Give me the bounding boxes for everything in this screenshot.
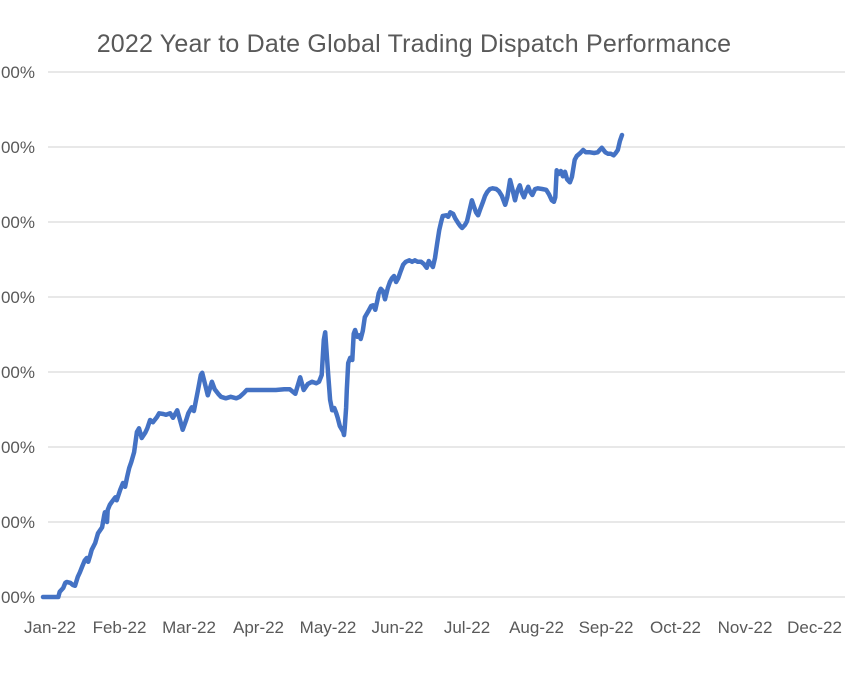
x-axis-tick-label: Dec-22 bbox=[787, 618, 842, 637]
series-group bbox=[40, 132, 625, 600]
y-axis-labels-group: 00% 00% 00% 00% 00% 00% 00% 00% bbox=[1, 63, 35, 607]
y-axis-tick-label: 00% bbox=[1, 438, 35, 457]
chart-title: 2022 Year to Date Global Trading Dispatc… bbox=[96, 30, 732, 58]
x-axis-tick-label: May-22 bbox=[300, 618, 357, 637]
x-axis-tick-label: Nov-22 bbox=[718, 618, 773, 637]
y-axis-tick-label: 00% bbox=[1, 513, 35, 532]
y-axis-tick-label: 00% bbox=[1, 288, 35, 307]
y-axis-tick-label: 00% bbox=[1, 363, 35, 382]
gridlines-group bbox=[48, 71, 845, 598]
y-axis-tick-label: 00% bbox=[1, 138, 35, 157]
y-axis-tick-label: 00% bbox=[1, 63, 35, 82]
x-axis-tick-label: Apr-22 bbox=[233, 618, 284, 637]
y-axis-tick-label: 00% bbox=[1, 588, 35, 607]
performance-line bbox=[40, 132, 625, 600]
x-axis-tick-label: Aug-22 bbox=[509, 618, 564, 637]
x-axis-tick-label: Oct-22 bbox=[650, 618, 701, 637]
y-axis-tick-label: 00% bbox=[1, 213, 35, 232]
x-axis-tick-label: Mar-22 bbox=[162, 618, 216, 637]
x-axis-tick-label: Jun-22 bbox=[372, 618, 424, 637]
x-axis-tick-label: Sep-22 bbox=[579, 618, 634, 637]
x-axis-tick-label: Jul-22 bbox=[444, 618, 490, 637]
x-axis-labels-group: Jan-22 Feb-22 Mar-22 Apr-22 May-22 Jun-22 Jul-… bbox=[24, 618, 842, 637]
x-axis-tick-label: Feb-22 bbox=[93, 618, 147, 637]
x-axis-tick-label: Jan-22 bbox=[24, 618, 76, 637]
